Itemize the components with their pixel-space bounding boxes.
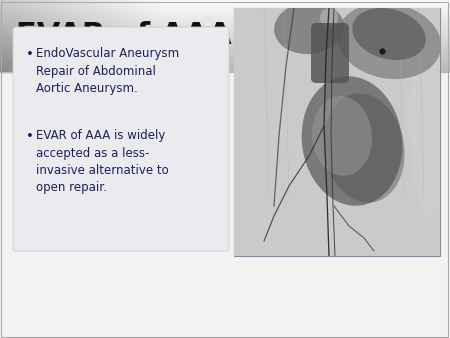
Ellipse shape: [274, 2, 344, 54]
Text: •: •: [26, 48, 34, 61]
Text: •: •: [26, 130, 34, 143]
Text: EVAR of AAA: EVAR of AAA: [16, 22, 232, 50]
Text: EndoVascular Aneurysm
Repair of Abdominal
Aortic Aneurysm.: EndoVascular Aneurysm Repair of Abdomina…: [36, 47, 179, 95]
Ellipse shape: [324, 93, 405, 202]
Ellipse shape: [320, 8, 338, 28]
FancyBboxPatch shape: [13, 27, 229, 251]
Text: EVAR of AAA is widely
accepted as a less-
invasive alternative to
open repair.: EVAR of AAA is widely accepted as a less…: [36, 129, 169, 194]
Ellipse shape: [352, 8, 426, 60]
Bar: [234, 8, 440, 256]
Text: VALÈNCIA: VALÈNCIA: [380, 39, 401, 43]
Ellipse shape: [312, 96, 372, 176]
Ellipse shape: [409, 16, 449, 216]
Ellipse shape: [337, 3, 441, 79]
FancyBboxPatch shape: [311, 23, 349, 83]
Bar: [0, 72, 450, 338]
Polygon shape: [355, 20, 369, 48]
Polygon shape: [350, 12, 374, 58]
Text: HOSPITAL GENERAL: HOSPITAL GENERAL: [380, 25, 423, 29]
Ellipse shape: [302, 76, 402, 206]
Text: UNIVERSITARI: UNIVERSITARI: [380, 32, 410, 36]
Text: CONSORCI: CONSORCI: [380, 18, 403, 22]
